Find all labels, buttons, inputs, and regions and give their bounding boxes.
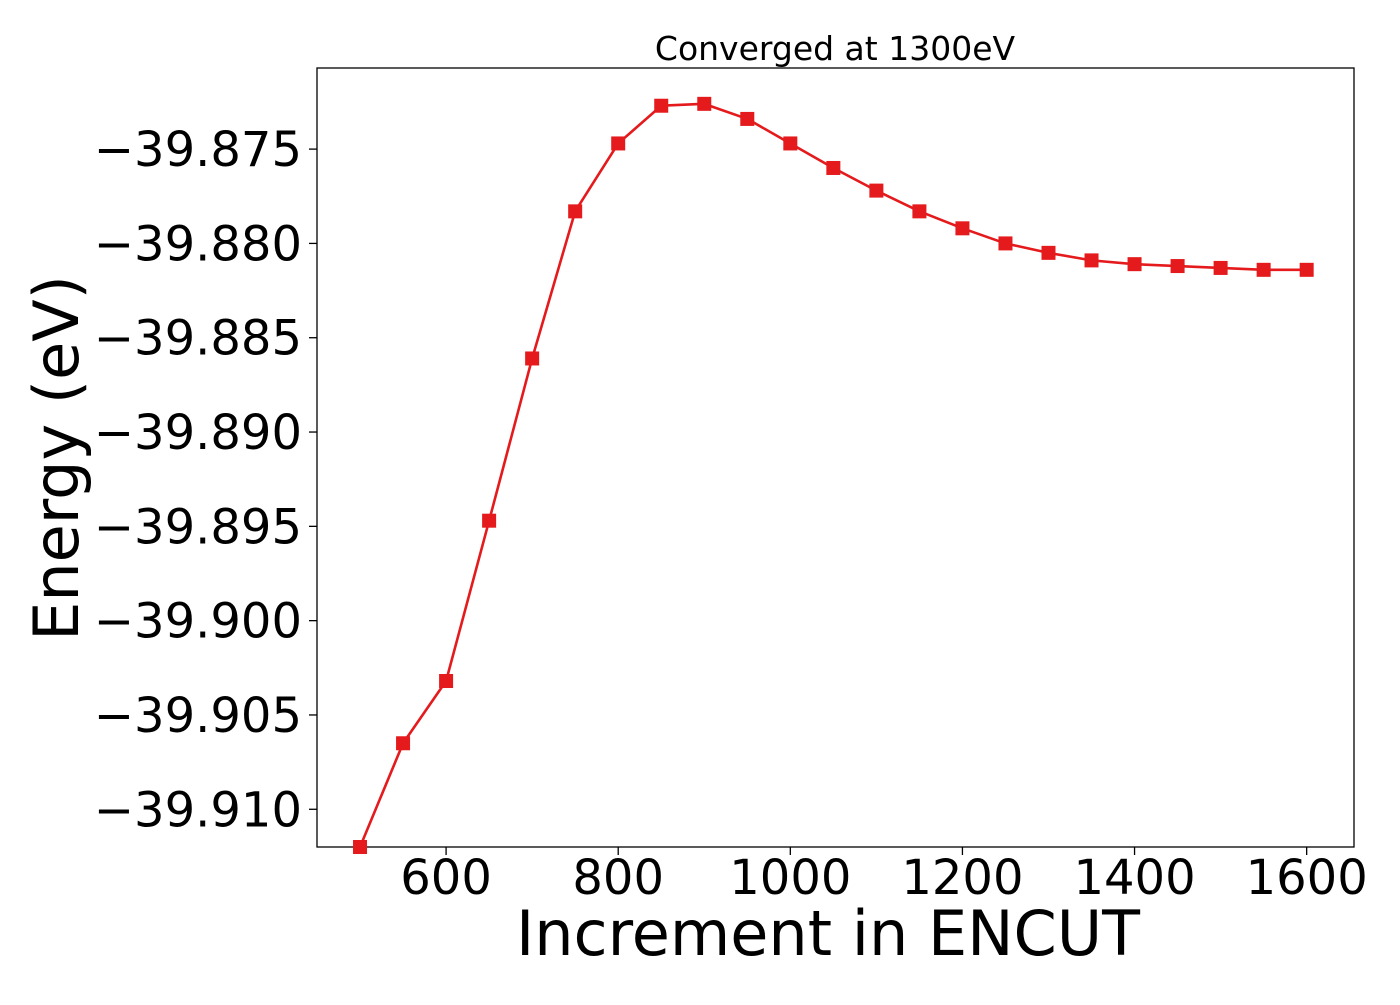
y-tick-label: −39.905 [94, 688, 302, 744]
y-axis: −39.875 −39.880 −39.885 −39.890 −39.895 −39.9… [94, 122, 317, 838]
data-point-marker [611, 136, 626, 151]
data-point-marker [654, 98, 669, 113]
series-layer [353, 96, 1314, 854]
data-point-marker [869, 183, 884, 198]
data-point-marker [1256, 262, 1271, 277]
x-tick-label: 1600 [1246, 850, 1368, 906]
data-point-marker [826, 160, 841, 175]
x-tick-label: 1000 [729, 850, 851, 906]
plot-frame [316, 67, 1355, 848]
x-tick-label: 600 [400, 850, 492, 906]
data-point-marker [740, 111, 755, 126]
x-tick-label: 1400 [1073, 850, 1195, 906]
data-point-marker [697, 96, 712, 111]
y-tick-label: −39.910 [94, 782, 302, 838]
data-point-marker [353, 840, 368, 854]
x-tick-label: 1200 [901, 850, 1023, 906]
y-tick-label: −39.895 [94, 499, 302, 555]
series-line [358, 102, 1307, 848]
x-axis-label: Increment in ENCUT [516, 897, 1141, 970]
data-point-marker [1213, 260, 1228, 275]
chart-title: Converged at 1300eV [655, 29, 1016, 68]
data-point-marker [1041, 245, 1056, 260]
data-point-marker [912, 204, 927, 219]
data-point-marker [439, 674, 454, 689]
x-axis: 600 800 1000 1200 1400 1600 [400, 847, 1368, 906]
data-point-marker [1127, 257, 1142, 272]
y-axis-label: Energy (eV) [20, 275, 93, 641]
data-point-marker [998, 236, 1013, 251]
data-point-marker [1084, 253, 1099, 268]
data-point-marker [525, 351, 540, 366]
data-point-marker [482, 513, 497, 528]
y-tick-label: −39.885 [94, 311, 302, 367]
data-point-marker [1299, 262, 1314, 277]
y-tick-label: −39.890 [94, 405, 302, 461]
y-tick-label: −39.875 [94, 122, 302, 178]
data-point-marker [783, 136, 798, 151]
data-point-marker [568, 204, 583, 219]
data-point-marker [955, 221, 970, 236]
data-point-marker [396, 736, 411, 751]
y-tick-label: −39.880 [94, 216, 302, 272]
y-tick-label: −39.900 [94, 594, 302, 650]
x-tick-label: 800 [572, 850, 664, 906]
data-point-marker [1170, 259, 1185, 274]
